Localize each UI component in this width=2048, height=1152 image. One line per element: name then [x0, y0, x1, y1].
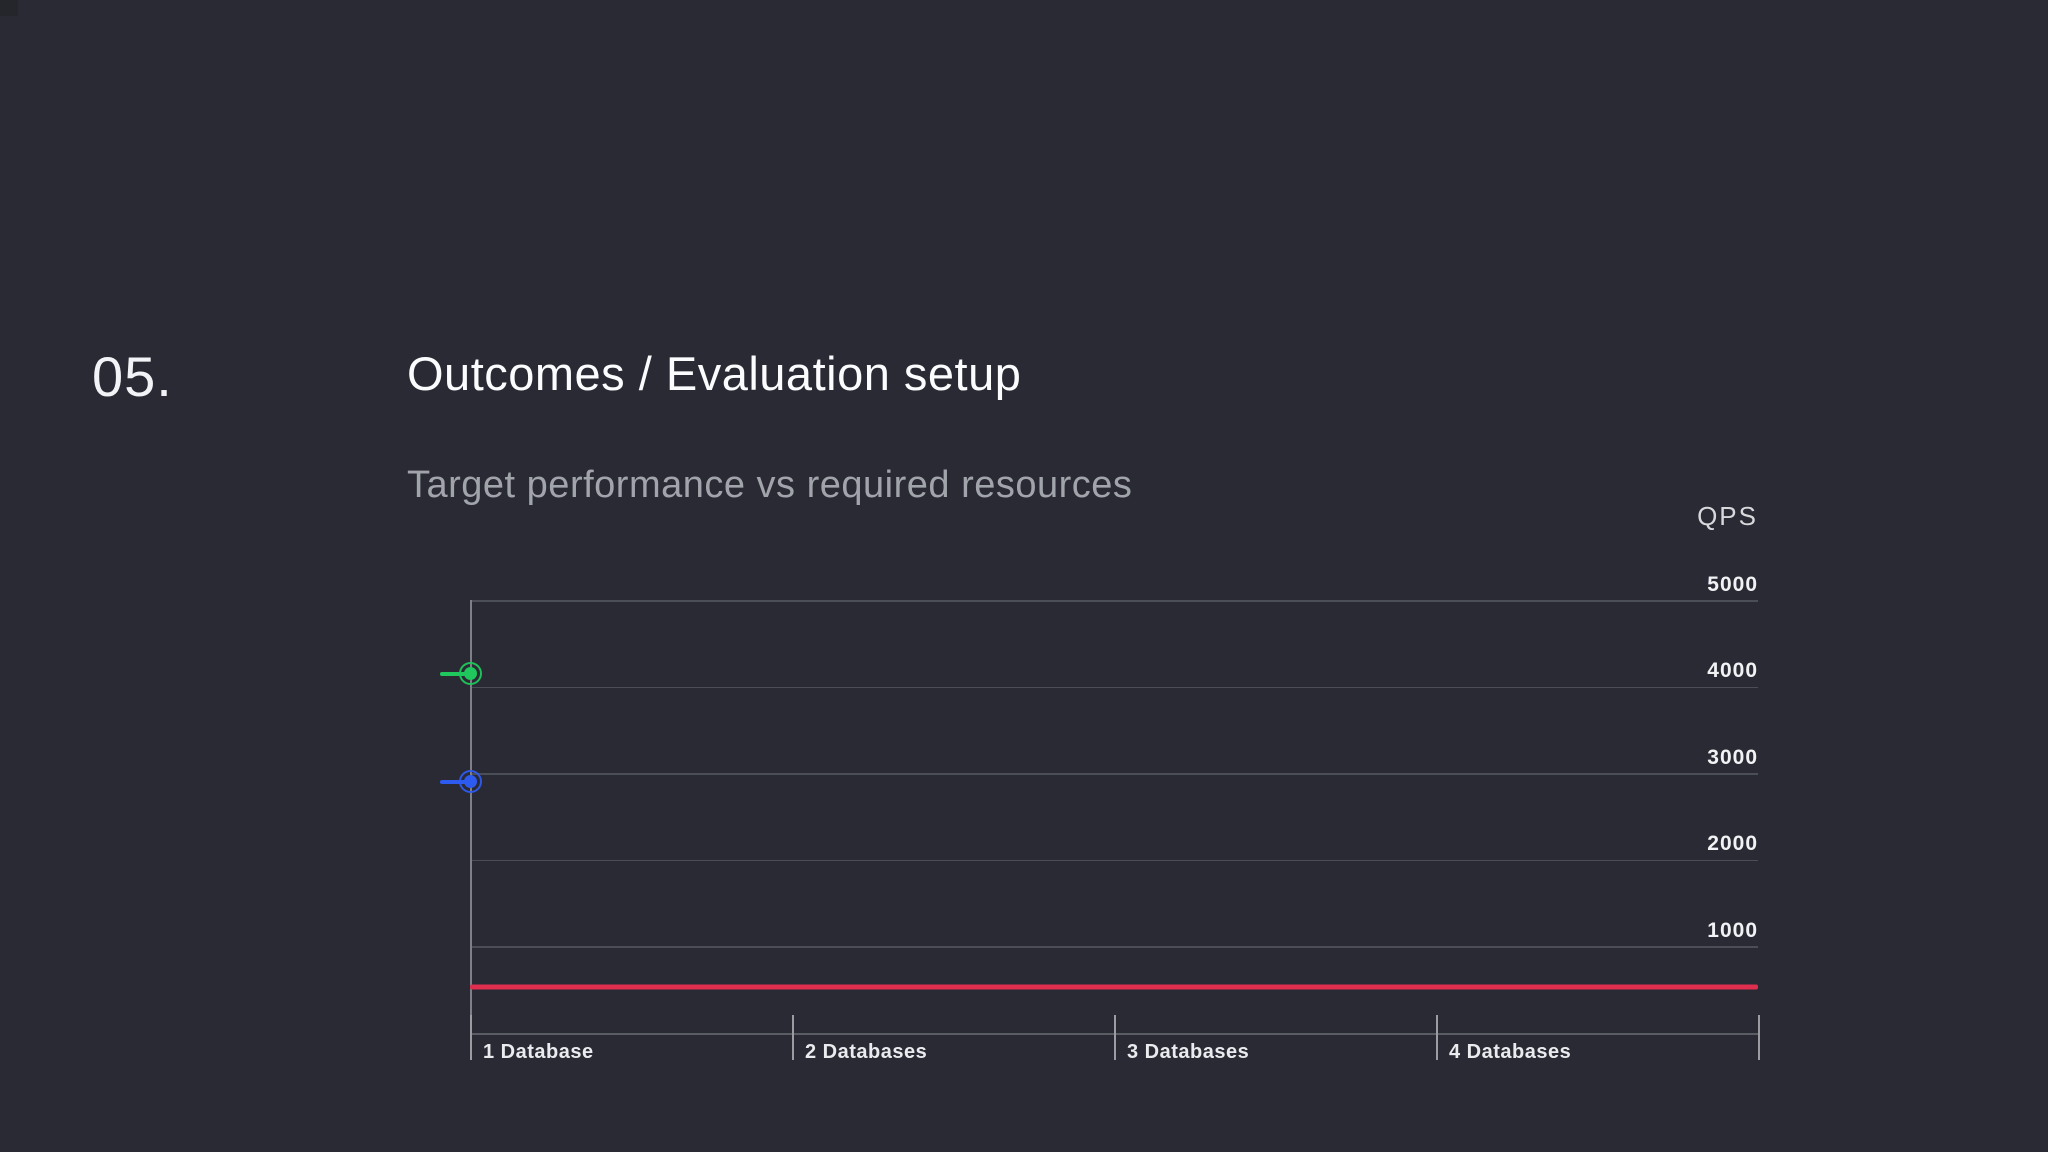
- page-title: Outcomes / Evaluation setup: [407, 347, 1022, 400]
- marker-ring: [458, 770, 482, 794]
- x-axis-tick: [1436, 1015, 1438, 1060]
- marker-tail: [440, 779, 467, 784]
- x-axis-tick: [792, 1015, 794, 1060]
- gridline-5000: 5000: [470, 573, 1758, 602]
- x-axis-label-1-database: 1 Database: [483, 1041, 594, 1063]
- y-tick-label: 4000: [1707, 659, 1758, 683]
- top-left-corner-shade: [0, 0, 18, 16]
- marker-ring: [458, 662, 482, 686]
- chart-title: Target performance vs required resources: [407, 464, 1133, 506]
- gridline-4000: 4000: [470, 659, 1758, 689]
- y-axis-unit-label: QPS: [1697, 501, 1758, 531]
- marker-dot: [463, 667, 477, 681]
- section-number: 05.: [92, 345, 173, 408]
- x-axis-tick: [470, 1015, 472, 1060]
- marker-tail: [440, 671, 467, 676]
- x-axis-tick: [1758, 1015, 1760, 1060]
- red-target-line: [470, 984, 1758, 990]
- x-axis-label-2-databases: 2 Databases: [805, 1041, 928, 1063]
- y-tick-label: 3000: [1707, 745, 1758, 769]
- gridline-2000: 2000: [470, 832, 1758, 862]
- gridline-1000: 1000: [470, 919, 1758, 948]
- y-tick-label: 2000: [1707, 832, 1758, 856]
- y-tick-label: 1000: [1707, 918, 1758, 942]
- y-tick-label: 5000: [1707, 572, 1758, 596]
- x-axis-tick: [1114, 1015, 1116, 1060]
- x-axis-label-4-databases: 4 Databases: [1449, 1041, 1572, 1063]
- x-axis-label-3-databases: 3 Databases: [1127, 1041, 1250, 1063]
- y-axis-line: [470, 600, 472, 1060]
- gridline-3000: 3000: [470, 746, 1758, 775]
- plot-area: 5000 4000 3000 2000 1000 1 Database 2 Da…: [440, 573, 1760, 1063]
- marker-dot: [463, 775, 477, 789]
